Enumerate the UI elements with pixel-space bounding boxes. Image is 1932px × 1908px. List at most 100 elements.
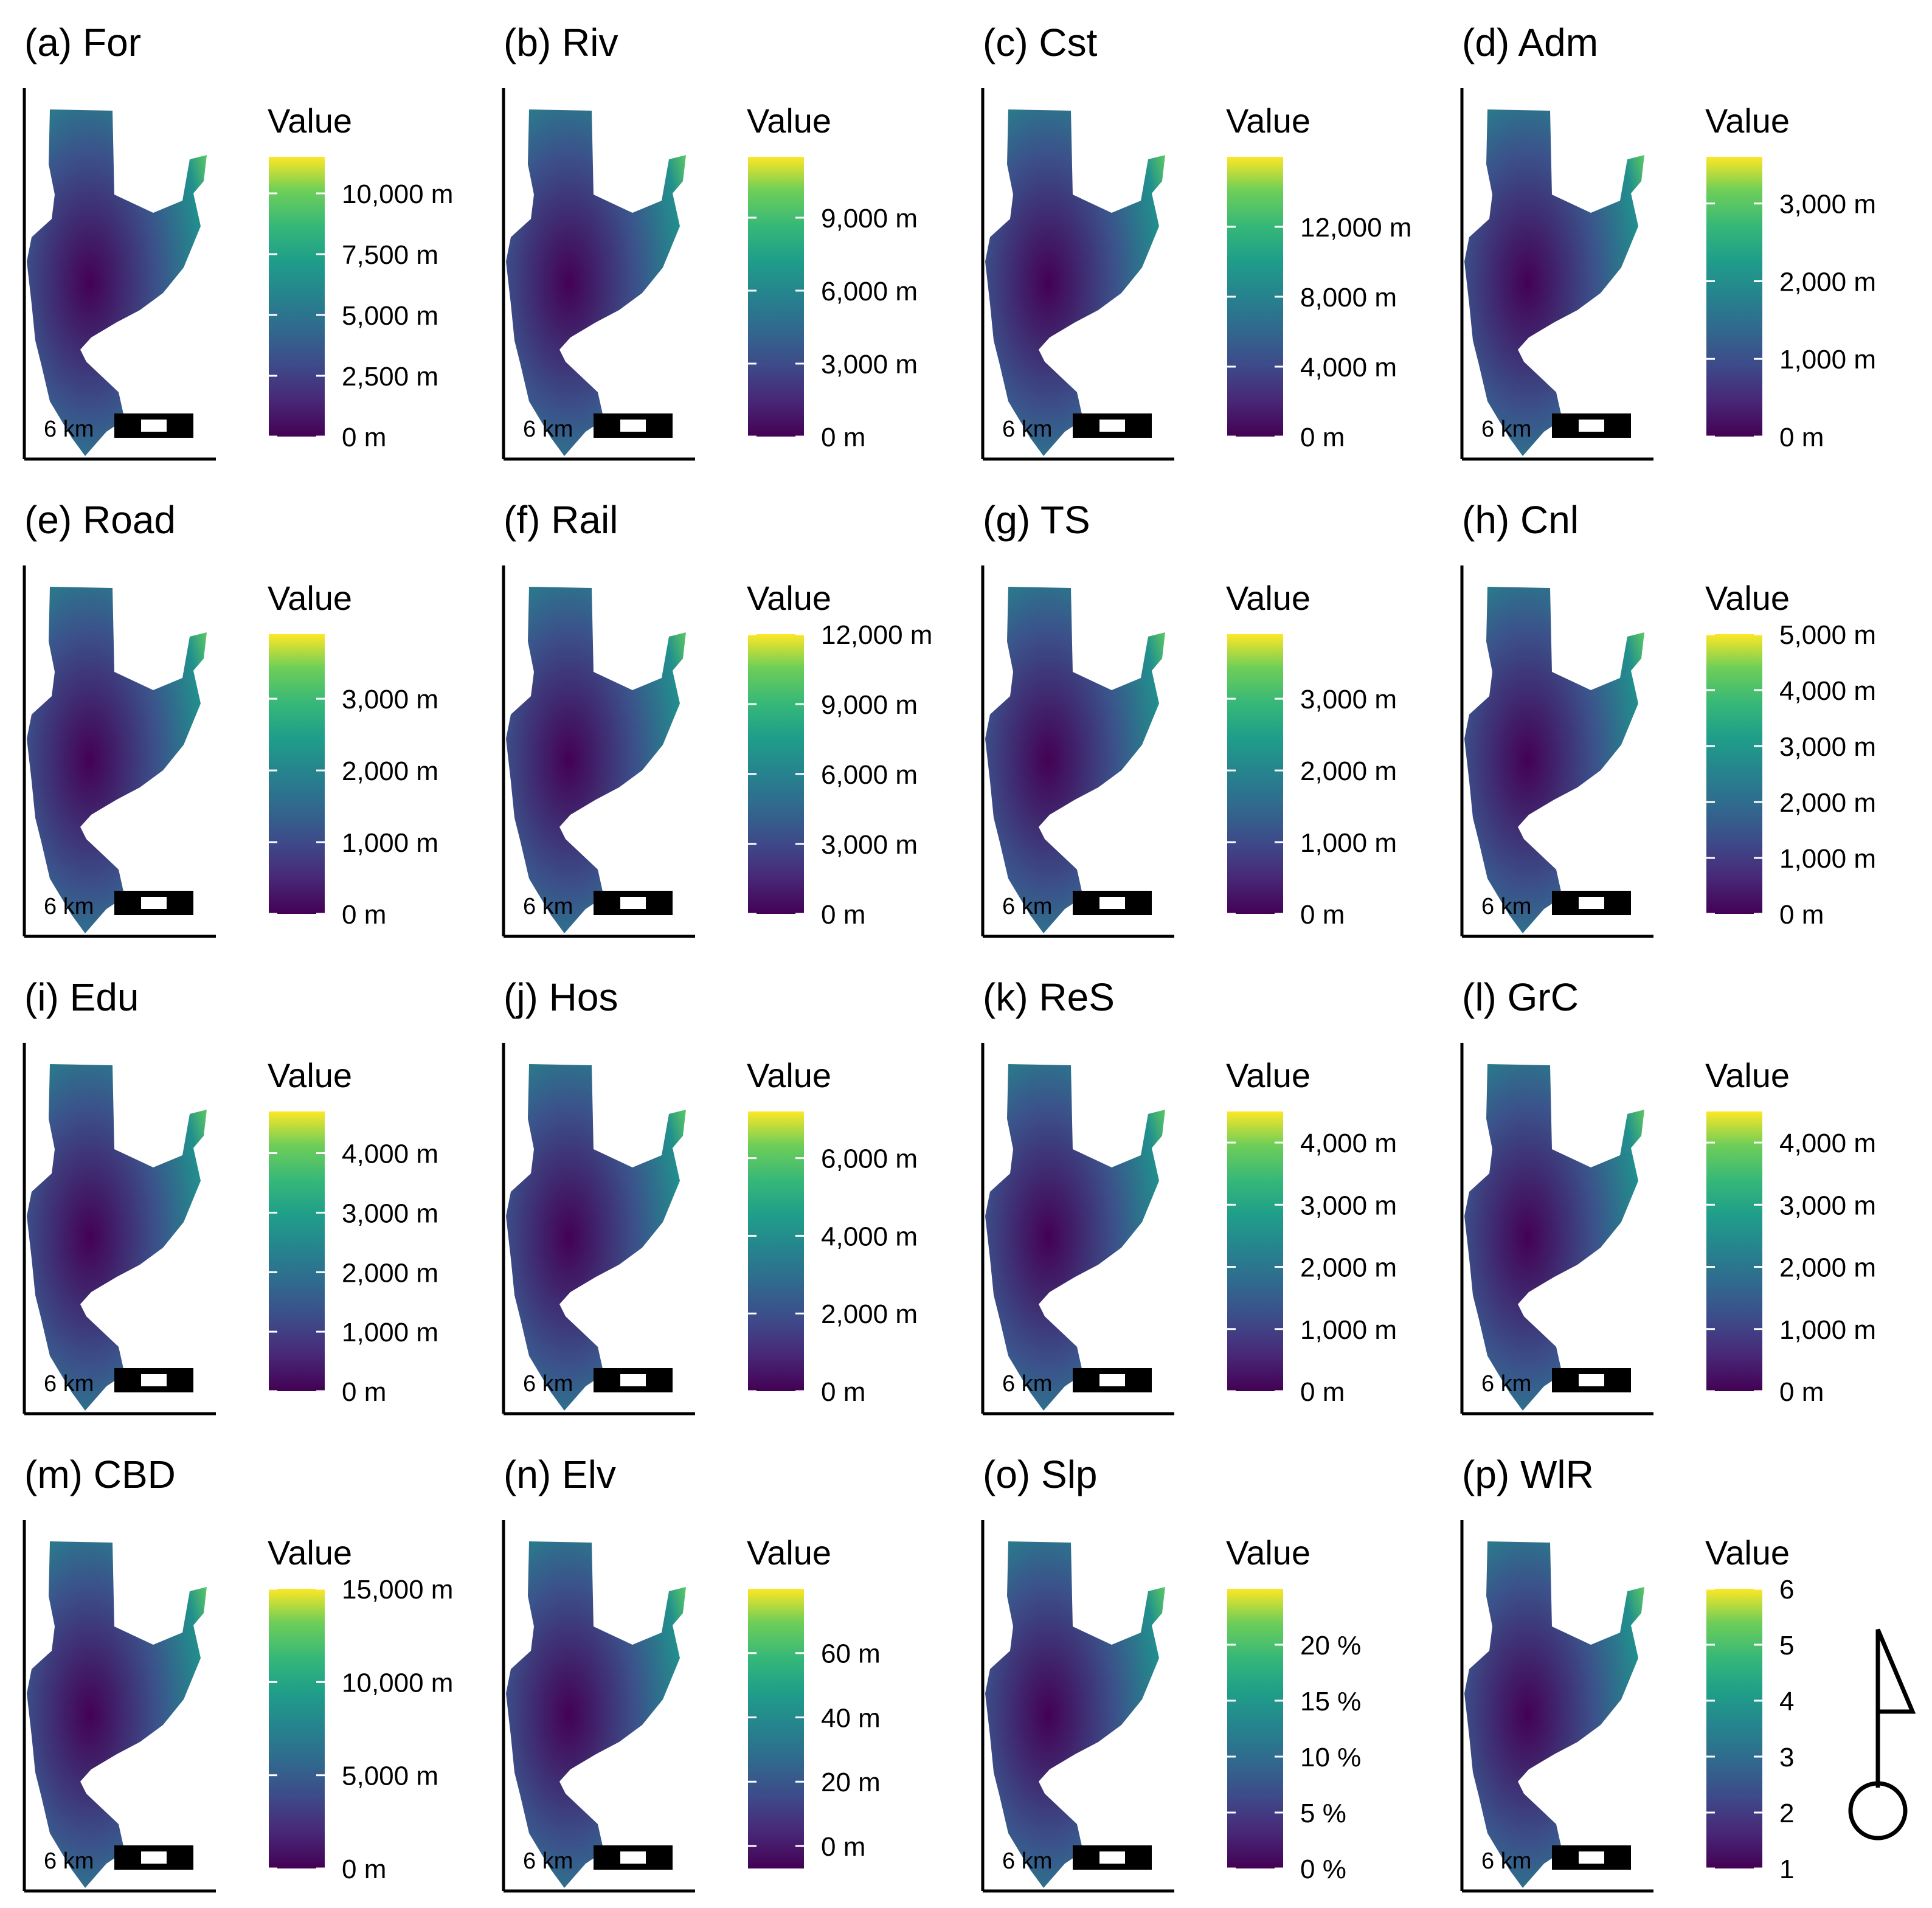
scale-bar-segment bbox=[1579, 1374, 1604, 1386]
study-area-map bbox=[985, 587, 1165, 933]
panel-title: (l) GrC bbox=[1462, 975, 1579, 1019]
colorbar-tick-label: 5 % bbox=[1300, 1799, 1346, 1828]
colorbar-tick-label: 20 m bbox=[821, 1768, 881, 1797]
chart-panel: (d) Adm 6 km Value 0 m 1,000 m 2,000 m 3,000 m bbox=[1460, 21, 1876, 461]
panel-title: (n) Elv bbox=[504, 1453, 616, 1496]
panel-title: (p) WlR bbox=[1462, 1453, 1594, 1496]
colorbar-tick-label: 9,000 m bbox=[821, 204, 918, 233]
colorbar bbox=[748, 157, 804, 437]
colorbar-tick-label: 1,000 m bbox=[342, 828, 438, 858]
scale-label: 6 km bbox=[523, 417, 573, 442]
colorbar bbox=[1227, 1589, 1283, 1868]
colorbar bbox=[1227, 157, 1283, 437]
legend-title: Value bbox=[1705, 102, 1790, 140]
colorbar-tick-label: 4,000 m bbox=[342, 1139, 438, 1169]
panel-title: (a) For bbox=[24, 21, 141, 64]
colorbar-tick-label: 2,000 m bbox=[1300, 1253, 1397, 1283]
legend-title: Value bbox=[1226, 1533, 1311, 1572]
colorbar bbox=[748, 1589, 804, 1868]
colorbar-tick-label: 15,000 m bbox=[342, 1575, 453, 1605]
colorbar-tick-label: 2,000 m bbox=[342, 756, 438, 786]
scale-label: 6 km bbox=[1002, 1371, 1052, 1397]
chart-panel: (k) ReS 6 km Value 0 m 1,000 m 2,000 m 3,000 m… bbox=[981, 975, 1397, 1415]
colorbar-tick-label: 2,000 m bbox=[1300, 756, 1397, 786]
chart-panel: (n) Elv 6 km Value 0 m 20 m 40 m 60 m bbox=[502, 1453, 881, 1893]
scale-bar-segment bbox=[1099, 897, 1125, 909]
colorbar-tick-label: 5,000 m bbox=[342, 301, 438, 331]
north-arrow-circle bbox=[1848, 1781, 1908, 1841]
colorbar-tick-label: 0 m bbox=[1779, 1377, 1824, 1407]
colorbar-tick-label: 4,000 m bbox=[1779, 676, 1876, 706]
scale-bar-segment bbox=[141, 1851, 167, 1864]
scale-label: 6 km bbox=[1481, 1848, 1531, 1874]
scale-label: 6 km bbox=[44, 417, 94, 442]
colorbar-tick-label: 2,000 m bbox=[1779, 788, 1876, 818]
colorbar-tick-label: 1,000 m bbox=[1779, 345, 1876, 375]
panel-title: (g) TS bbox=[983, 498, 1090, 542]
colorbar bbox=[748, 1111, 804, 1391]
panel-title: (b) Riv bbox=[504, 21, 618, 64]
legend-title: Value bbox=[268, 579, 352, 617]
panel-title: (e) Road bbox=[24, 498, 176, 542]
colorbar-tick-label: 0 m bbox=[1300, 900, 1345, 930]
scale-bar-segment bbox=[141, 897, 167, 909]
study-area-map bbox=[985, 1541, 1165, 1888]
colorbar-tick-label: 2,000 m bbox=[821, 1299, 918, 1329]
colorbar-tick-label: 0 m bbox=[1779, 423, 1824, 452]
legend-title: Value bbox=[1226, 1056, 1311, 1094]
colorbar-tick-label: 3,000 m bbox=[1300, 1191, 1397, 1220]
colorbar-tick-label: 4,000 m bbox=[1300, 353, 1397, 382]
colorbar bbox=[269, 1111, 325, 1391]
study-area-map bbox=[27, 109, 207, 456]
colorbar-tick-label: 12,000 m bbox=[1300, 213, 1411, 243]
colorbar-tick-label: 20 % bbox=[1300, 1631, 1361, 1661]
colorbar-tick-label: 1,000 m bbox=[1779, 844, 1876, 874]
colorbar-tick-label: 3,000 m bbox=[1779, 190, 1876, 219]
colorbar-tick-label: 0 m bbox=[1779, 900, 1824, 930]
colorbar bbox=[1706, 634, 1762, 914]
scale-label: 6 km bbox=[44, 894, 94, 919]
scale-bar-segment bbox=[1579, 1851, 1604, 1864]
colorbar-tick-label: 2,500 m bbox=[342, 362, 438, 392]
colorbar-tick-label: 3,000 m bbox=[1779, 1191, 1876, 1220]
chart-panel: (b) Riv 6 km Value 0 m 3,000 m 6,000 m 9,000 m bbox=[502, 21, 918, 461]
chart-panel: (f) Rail 6 km Value 0 m 3,000 m 6,000 m 9,000 … bbox=[502, 498, 932, 938]
scale-label: 6 km bbox=[1002, 894, 1052, 919]
scale-bar-segment bbox=[1579, 420, 1604, 432]
scale-label: 6 km bbox=[44, 1848, 94, 1874]
colorbar-tick-label: 4,000 m bbox=[1779, 1129, 1876, 1158]
colorbar-tick-label: 1 bbox=[1779, 1854, 1794, 1884]
legend-title: Value bbox=[1705, 579, 1790, 617]
legend-title: Value bbox=[1705, 1533, 1790, 1572]
colorbar-tick-label: 9,000 m bbox=[821, 690, 918, 720]
chart-panel: (h) Cnl 6 km Value 0 m 1,000 m 2,000 m 3,000 m… bbox=[1460, 498, 1876, 938]
colorbar bbox=[1706, 1589, 1762, 1868]
colorbar-tick-label: 0 m bbox=[821, 423, 865, 452]
panel-title: (c) Cst bbox=[983, 21, 1098, 64]
colorbar-tick-label: 5 bbox=[1779, 1631, 1794, 1661]
colorbar bbox=[1706, 1111, 1762, 1391]
chart-panel: (a) For 6 km Value 0 m 2,500 m 5,000 m 7,500 m… bbox=[23, 21, 453, 461]
colorbar-tick-label: 0 m bbox=[342, 1377, 386, 1407]
scale-label: 6 km bbox=[1002, 1848, 1052, 1874]
scale-label: 6 km bbox=[523, 894, 573, 919]
colorbar-tick-label: 10,000 m bbox=[342, 1668, 453, 1698]
north-arrow-flag bbox=[1875, 1628, 1916, 1714]
colorbar-tick-label: 10,000 m bbox=[342, 179, 453, 209]
legend-title: Value bbox=[747, 1056, 831, 1094]
panel-title: (i) Edu bbox=[24, 975, 139, 1019]
scale-label: 6 km bbox=[44, 1371, 94, 1397]
colorbar-tick-label: 2 bbox=[1779, 1799, 1794, 1828]
study-area-map bbox=[27, 1541, 207, 1888]
chart-panel: (l) GrC 6 km Value 0 m 1,000 m 2,000 m 3,000 m… bbox=[1460, 975, 1876, 1415]
colorbar bbox=[1706, 157, 1762, 437]
colorbar-tick-label: 1,000 m bbox=[1300, 1315, 1397, 1345]
colorbar bbox=[1227, 1111, 1283, 1391]
chart-panel: (c) Cst 6 km Value 0 m 4,000 m 8,000 m 12,000 … bbox=[981, 21, 1411, 461]
study-area-map bbox=[506, 587, 686, 933]
legend-title: Value bbox=[1226, 102, 1311, 140]
scale-label: 6 km bbox=[1481, 894, 1531, 919]
study-area-map bbox=[1464, 1541, 1644, 1888]
legend-title: Value bbox=[268, 1533, 352, 1572]
